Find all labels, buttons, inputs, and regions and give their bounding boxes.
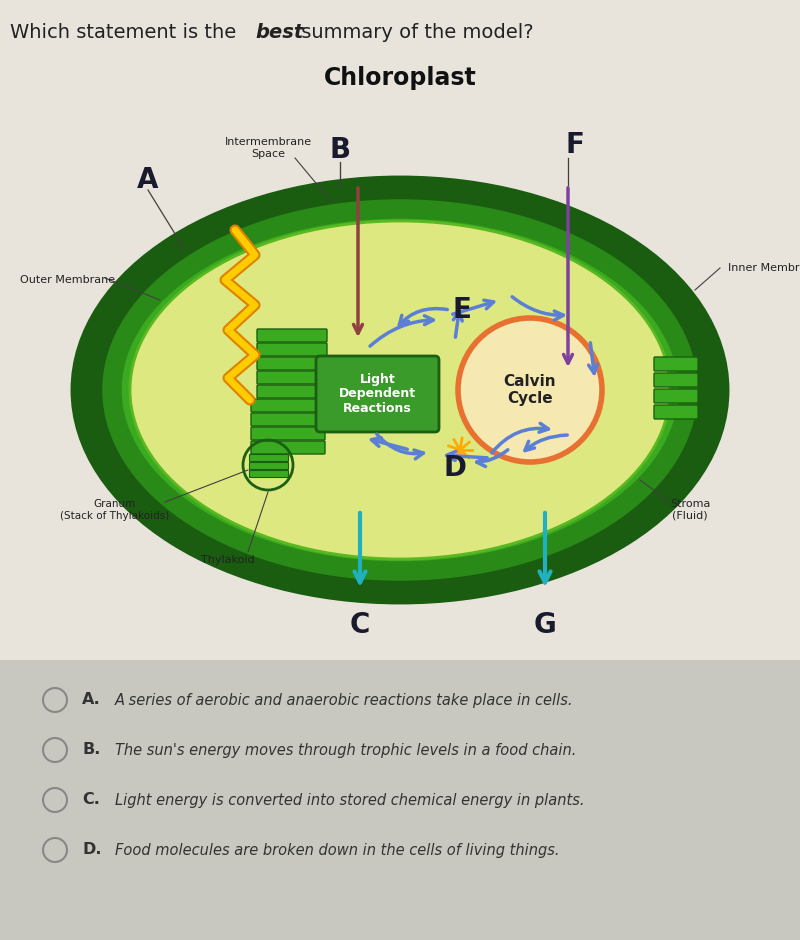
FancyBboxPatch shape [250, 462, 289, 469]
FancyBboxPatch shape [250, 455, 289, 462]
Text: The sun's energy moves through trophic levels in a food chain.: The sun's energy moves through trophic l… [115, 743, 576, 758]
Text: C.: C. [82, 792, 100, 807]
Text: B: B [330, 136, 350, 164]
Text: Stroma
(Fluid): Stroma (Fluid) [670, 499, 710, 521]
Text: Outer Membrane: Outer Membrane [21, 275, 115, 285]
FancyBboxPatch shape [0, 0, 800, 680]
Text: Intermembrane
Space: Intermembrane Space [225, 137, 311, 159]
FancyBboxPatch shape [654, 389, 698, 403]
FancyBboxPatch shape [257, 371, 327, 384]
Text: D.: D. [82, 842, 102, 857]
Text: Which statement is the: Which statement is the [10, 23, 242, 41]
Text: Light
Dependent
Reactions: Light Dependent Reactions [339, 372, 416, 415]
Circle shape [458, 318, 602, 462]
FancyBboxPatch shape [0, 660, 800, 940]
Text: D: D [443, 454, 466, 482]
Text: best: best [255, 23, 303, 41]
Text: B.: B. [82, 743, 100, 758]
Text: C: C [350, 611, 370, 639]
FancyBboxPatch shape [251, 427, 325, 440]
FancyBboxPatch shape [654, 373, 698, 387]
Text: A: A [138, 166, 158, 194]
Text: Calvin
Cycle: Calvin Cycle [504, 374, 556, 406]
FancyBboxPatch shape [654, 405, 698, 419]
Text: Food molecules are broken down in the cells of living things.: Food molecules are broken down in the ce… [115, 842, 559, 857]
Text: G: G [534, 611, 556, 639]
Text: A.: A. [82, 693, 101, 708]
Text: summary of the model?: summary of the model? [295, 23, 534, 41]
Text: E: E [453, 296, 471, 324]
Ellipse shape [112, 209, 688, 571]
FancyBboxPatch shape [316, 356, 439, 432]
Ellipse shape [90, 195, 710, 585]
FancyBboxPatch shape [251, 441, 325, 454]
FancyBboxPatch shape [654, 357, 698, 371]
Text: Chloroplast: Chloroplast [324, 66, 476, 90]
FancyBboxPatch shape [250, 471, 289, 478]
FancyBboxPatch shape [251, 399, 325, 412]
Ellipse shape [130, 221, 670, 559]
Text: Light energy is converted into stored chemical energy in plants.: Light energy is converted into stored ch… [115, 792, 585, 807]
Text: F: F [566, 131, 585, 159]
FancyBboxPatch shape [257, 343, 327, 356]
FancyBboxPatch shape [257, 329, 327, 342]
Text: Inner Membrane: Inner Membrane [728, 263, 800, 273]
FancyBboxPatch shape [251, 413, 325, 426]
Text: A series of aerobic and anaerobic reactions take place in cells.: A series of aerobic and anaerobic reacti… [115, 693, 574, 708]
Text: Thylakoid: Thylakoid [201, 555, 255, 565]
FancyBboxPatch shape [257, 357, 327, 370]
Text: Granum
(Stack of Thylakoids): Granum (Stack of Thylakoids) [60, 499, 170, 521]
FancyBboxPatch shape [257, 385, 327, 398]
